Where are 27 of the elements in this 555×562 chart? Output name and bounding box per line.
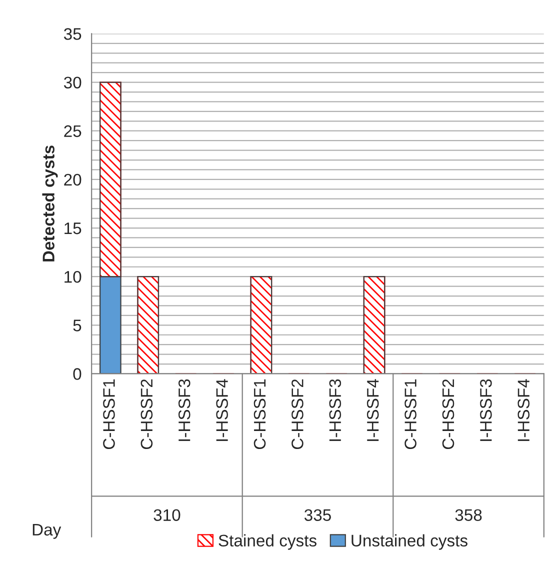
x-tick-label: C-HSSF2 <box>442 379 454 450</box>
x-tick-label: I-HSSF3 <box>178 379 190 441</box>
x-tick-label: I-HSSF4 <box>366 379 379 441</box>
y-tick-label: 35 <box>64 28 82 40</box>
x-tick-label: I-HSSF4 <box>216 379 228 441</box>
x-tick-label: C-HSSF1 <box>404 379 416 450</box>
x-tick-label: I-HSSF4 <box>518 379 530 441</box>
y-tick-label: 0 <box>73 368 82 380</box>
text: 335 <box>304 509 331 522</box>
x-tick-label: C-HSSF1 <box>254 379 266 450</box>
y-tick-label: 5 <box>73 320 82 332</box>
legend-label: Unstained cysts <box>352 534 468 550</box>
text: 310 <box>154 509 180 522</box>
x-tick-label: C-HSSF1 <box>103 379 115 450</box>
y-tick-label: 10 <box>64 270 82 283</box>
y-tick-label: 15 <box>64 222 82 234</box>
legend-label: Stained cysts <box>218 534 316 550</box>
x-tick-label: C-HSSF2 <box>292 379 304 450</box>
y-tick-label: 20 <box>64 174 82 186</box>
y-tick-label: 30 <box>64 76 82 88</box>
x-tick-label: I-HSSF3 <box>329 379 342 441</box>
y-axis-title: Detected cysts <box>42 146 58 262</box>
x-tick-label: C-HSSF2 <box>140 379 153 450</box>
x-tick-label: I-HSSF3 <box>480 379 492 441</box>
text: 358 <box>455 509 482 522</box>
y-tick-label: 25 <box>64 125 82 138</box>
x-axis-title: Day <box>32 524 62 539</box>
